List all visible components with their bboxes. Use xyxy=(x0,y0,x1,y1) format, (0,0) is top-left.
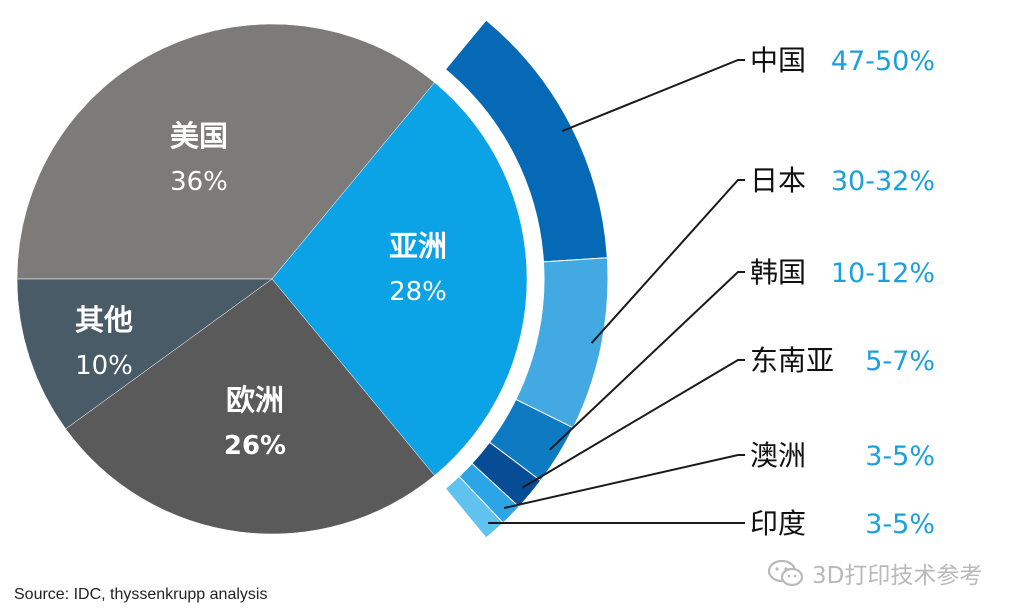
asia-breakdown-ring xyxy=(444,19,609,539)
country-name-label: 澳洲 xyxy=(750,439,806,472)
pie-slice-labels: 美国 36% 亚洲 28% 欧洲 26% 其他 10% xyxy=(75,119,447,461)
leader-line xyxy=(521,359,745,489)
pie-slice-c6b276d32 xyxy=(65,278,435,535)
pie-slice-c7f8e56fd xyxy=(16,23,435,280)
country-name-label: 中国 xyxy=(750,44,806,77)
leader-line xyxy=(503,454,745,509)
country-value-label: 30-32% xyxy=(831,166,935,197)
watermark: 3D打印技术参考 xyxy=(766,556,982,590)
wechat-icon xyxy=(767,559,804,587)
leader-lines xyxy=(488,59,745,524)
country-name-label: 东南亚 xyxy=(750,344,834,377)
ring-segment-c65e5672c xyxy=(515,257,609,429)
slice-name-label: 其他 xyxy=(75,303,133,337)
country-name-label: 日本 xyxy=(750,164,806,197)
source-note: Source: IDC, thyssenkrupp analysis xyxy=(14,586,268,603)
country-labels: 中国 47-50% 日本 30-32% 韩国 10-12% 东南亚 5-7% 澳洲 3-5% 印度 3… xyxy=(750,44,935,540)
pie-slice-c51764ed6 xyxy=(16,278,273,430)
country-name-label: 韩国 xyxy=(750,256,806,289)
pie-slice-c4e9a6d32 xyxy=(271,82,528,476)
country-value-label: 47-50% xyxy=(831,46,935,77)
leader-line xyxy=(590,179,745,344)
leader-line xyxy=(549,271,745,451)
country-value-label: 3-5% xyxy=(865,509,935,540)
pie-slices xyxy=(16,23,528,535)
slice-name-label: 美国 xyxy=(170,119,228,153)
country-name-label: 印度 xyxy=(750,507,806,540)
slice-value-label: 36% xyxy=(170,167,228,197)
watermark-text: 3D打印技术参考 xyxy=(812,563,983,589)
leader-line xyxy=(562,59,745,132)
country-value-label: 10-12% xyxy=(831,258,935,289)
slice-name-label: 欧洲 xyxy=(226,383,284,417)
slice-value-label: 10% xyxy=(75,351,133,381)
slice-value-label: 26% xyxy=(224,431,286,461)
slice-name-label: 亚洲 xyxy=(389,229,447,263)
country-value-label: 3-5% xyxy=(865,441,935,472)
slice-value-label: 28% xyxy=(389,277,447,307)
country-value-label: 5-7% xyxy=(865,346,935,377)
